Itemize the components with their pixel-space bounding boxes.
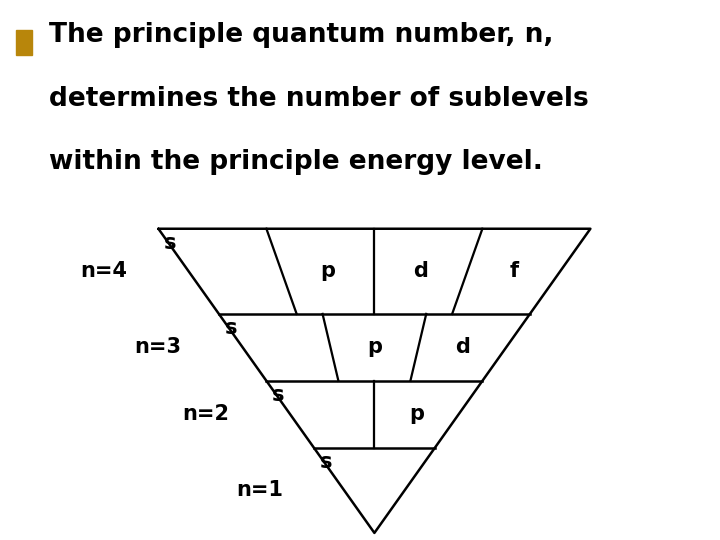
Text: p: p (409, 404, 424, 424)
Text: The principle quantum number, n,: The principle quantum number, n, (49, 23, 554, 49)
Text: d: d (413, 261, 428, 281)
Text: n=2: n=2 (182, 404, 229, 424)
FancyBboxPatch shape (16, 30, 32, 55)
Text: d: d (455, 338, 469, 357)
Text: s: s (164, 233, 176, 253)
Text: p: p (367, 338, 382, 357)
Text: p: p (320, 261, 336, 281)
Text: n=3: n=3 (135, 338, 181, 357)
Text: s: s (225, 318, 237, 338)
Text: s: s (320, 452, 332, 472)
Text: s: s (272, 385, 284, 405)
Text: n=4: n=4 (81, 261, 127, 281)
Text: determines the number of sublevels: determines the number of sublevels (49, 85, 589, 112)
Text: within the principle energy level.: within the principle energy level. (49, 148, 543, 174)
Text: n=1: n=1 (236, 481, 283, 501)
Text: f: f (509, 261, 518, 281)
